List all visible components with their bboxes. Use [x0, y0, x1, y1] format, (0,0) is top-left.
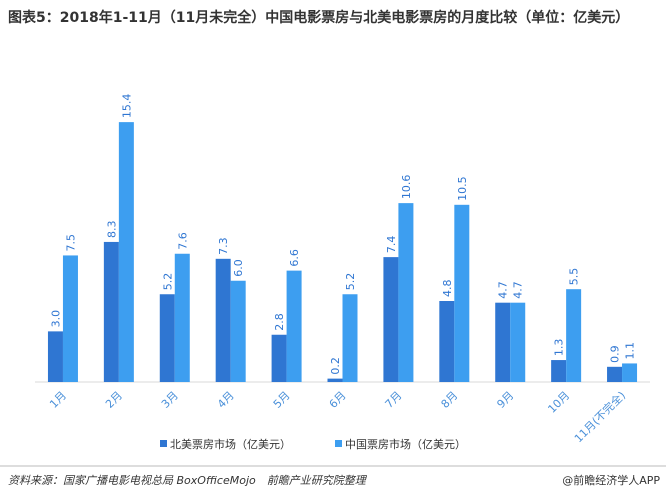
value-label: 4.8 [441, 280, 454, 298]
bar [47, 331, 63, 382]
value-label: 7.6 [176, 232, 189, 250]
value-label: 4.7 [497, 281, 510, 299]
x-tick-label: 3月 [159, 389, 181, 411]
bar [510, 302, 526, 382]
x-tick-label: 1月 [47, 389, 69, 411]
value-label: 1.1 [624, 342, 637, 360]
bar [103, 241, 119, 382]
bar [383, 257, 399, 382]
value-label: 7.4 [385, 236, 398, 254]
value-label: 3.0 [49, 310, 62, 328]
x-tick-label: 2月 [103, 389, 125, 411]
legend-swatch [160, 440, 167, 447]
value-label: 5.2 [161, 273, 174, 291]
legend-label: 北美票房市场（亿美元） [170, 437, 291, 451]
value-label: 4.7 [512, 281, 525, 299]
x-tick-label: 10月 [545, 389, 572, 416]
bar [551, 360, 567, 382]
bar [174, 253, 190, 382]
x-tick-label: 7月 [383, 389, 405, 411]
bar [495, 302, 511, 382]
value-label: 7.5 [64, 234, 77, 252]
bar [62, 255, 78, 382]
x-tick-label: 11月(不完全) [571, 388, 628, 445]
source: 资料来源：国家广播电影电视总局 BoxOfficeMojo 前瞻产业研究院整理 [8, 474, 368, 487]
value-label: 7.3 [217, 237, 230, 255]
bar [286, 270, 302, 382]
x-tick-label: 4月 [215, 389, 237, 411]
value-label: 6.0 [232, 259, 245, 277]
value-label: 2.8 [273, 313, 286, 331]
legend-swatch [335, 440, 342, 447]
bar [271, 334, 287, 382]
value-label: 10.6 [400, 175, 413, 200]
bar [622, 363, 638, 382]
bar [118, 122, 134, 382]
value-label: 5.5 [568, 268, 581, 286]
bar [398, 203, 414, 382]
x-tick-label: 5月 [271, 389, 293, 411]
value-label: 5.2 [344, 273, 357, 291]
chart-title: 图表5：2018年1-11月（11月未完全）中国电影票房与北美电影票房的月度比较… [8, 10, 630, 26]
value-label: 0.2 [329, 357, 342, 375]
legend-label: 中国票房市场（亿美元） [345, 437, 466, 451]
value-label: 10.5 [456, 176, 469, 201]
bar [439, 301, 455, 382]
bar [327, 378, 343, 382]
x-tick-label: 8月 [439, 389, 461, 411]
bar [230, 280, 246, 382]
bar [607, 366, 623, 382]
bar [454, 204, 470, 382]
x-tick-label: 6月 [327, 389, 349, 411]
value-label: 8.3 [105, 220, 118, 238]
bar [159, 294, 175, 382]
value-label: 6.6 [288, 249, 301, 267]
credit: @前瞻经济学人APP [562, 473, 660, 487]
value-label: 1.3 [553, 339, 566, 357]
x-tick-label: 9月 [494, 389, 516, 411]
bar [566, 289, 582, 382]
bar [215, 258, 231, 382]
bar [342, 294, 358, 382]
value-label: 15.4 [120, 94, 133, 119]
value-label: 0.9 [609, 345, 622, 363]
